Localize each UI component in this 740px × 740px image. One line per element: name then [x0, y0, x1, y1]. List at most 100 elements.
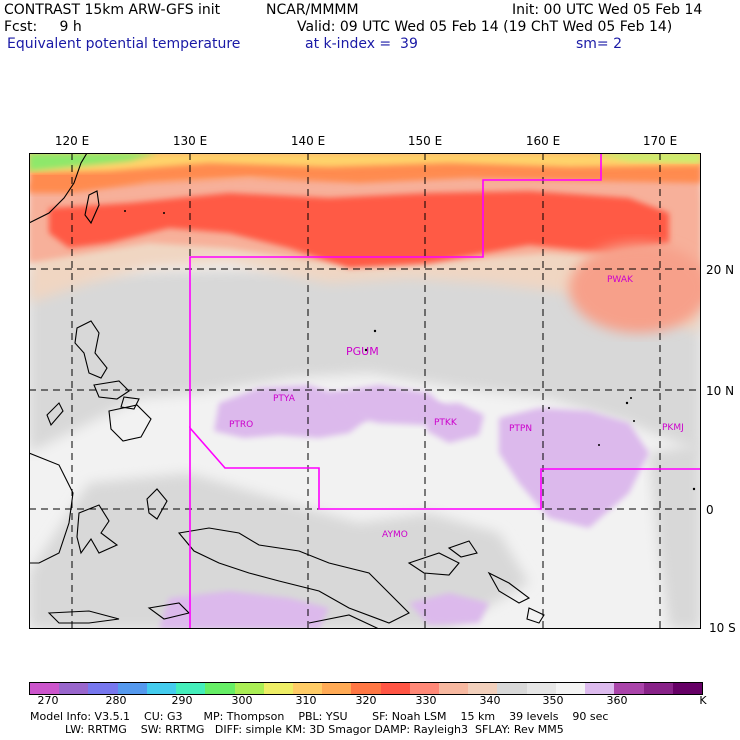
visayas-coast	[93, 380, 140, 410]
valid-time: Valid: 09 UTC Wed 05 Feb 14 (19 ChT Wed …	[297, 19, 673, 35]
red-band	[49, 191, 669, 268]
colorbar-segment	[380, 683, 411, 694]
lavender-blob-south	[159, 591, 329, 629]
mindanao-coast	[108, 404, 152, 442]
china-coast	[29, 153, 88, 224]
coastlines	[29, 153, 545, 629]
station-pkmj: PKMJ	[662, 423, 684, 433]
station-ptya: PTYA	[273, 394, 296, 404]
lavender-blob-ptkk	[424, 403, 484, 443]
colorbar-segment	[555, 683, 586, 694]
solomon-coast	[487, 571, 545, 624]
new-britain-coast	[407, 552, 460, 576]
lat-label-10s: 10 S	[709, 621, 736, 635]
colorbar-tick-270: 270	[37, 694, 59, 707]
colorbar-segment	[497, 683, 528, 694]
colorbar-segment	[30, 683, 60, 694]
smoothing-label: sm= 2	[576, 36, 623, 52]
colorbar-tick-320: 320	[355, 694, 377, 707]
colorbar	[29, 682, 703, 695]
new-ireland-coast	[447, 540, 478, 558]
colorbar-segment	[88, 683, 119, 694]
salmon-patch-east	[569, 243, 701, 333]
lon-label-150e: 150 E	[407, 134, 443, 148]
colorbar-tick-280: 280	[105, 694, 127, 707]
australia-coast	[308, 614, 380, 629]
colorbar-segment	[205, 683, 235, 694]
model-info-line2: LW: RRTMG SW: RRTMG DIFF: simple KM: 3D …	[30, 723, 564, 736]
colorbar-segment	[643, 683, 674, 694]
grey-band	[29, 263, 701, 453]
colorbar-segment	[351, 683, 382, 694]
fir-boundary	[189, 425, 701, 629]
colorbar-segment	[439, 683, 469, 694]
colorbar-segment	[176, 683, 206, 694]
lon-label-140e: 140 E	[290, 134, 326, 148]
colorbar-tick-350: 350	[542, 694, 564, 707]
luzon-coast	[74, 320, 108, 379]
colorbar-segment	[322, 683, 352, 694]
colorbar-segment	[234, 683, 265, 694]
colorbar-segment	[117, 683, 148, 694]
colorbar-segment	[614, 683, 645, 694]
colorbar-segment	[409, 683, 440, 694]
colorbar-segment	[292, 683, 323, 694]
java-coast	[47, 610, 120, 624]
colorbar-tick-360: 360	[606, 694, 628, 707]
colorbar-segment	[468, 683, 498, 694]
colorbar-segment	[526, 683, 557, 694]
new-guinea-coast	[177, 527, 410, 624]
station-pwak: PWAK	[607, 275, 634, 285]
grey-patch-east	[649, 443, 701, 629]
colorbar-segment	[59, 683, 89, 694]
field-name: Equivalent potential temperature	[7, 36, 241, 52]
model-info-line1: Model Info: V3.5.1 CU: G3 MP: Thompson P…	[30, 710, 609, 723]
lavender-blob-west	[214, 385, 369, 438]
small-islands	[124, 210, 696, 491]
theta-e-map: PWAK PGUM PTYA PTRO PTKK PTPN PKMJ AYMO	[29, 153, 701, 629]
colorbar-unit: K	[699, 694, 707, 707]
lavender-blob-ptpn	[499, 408, 649, 528]
halmahera-coast	[146, 488, 168, 520]
colorbar-segment	[672, 683, 703, 694]
station-pgum: PGUM	[346, 345, 379, 358]
forecast-hour: Fcst: 9 h	[4, 19, 82, 35]
green-band	[29, 153, 159, 171]
station-aymo: AYMO	[382, 530, 408, 540]
colorbar-tick-290: 290	[171, 694, 193, 707]
model-title: CONTRAST 15km ARW-GFS init	[4, 2, 221, 18]
fir-boundary-north	[189, 153, 602, 428]
lon-label-120e: 120 E	[54, 134, 90, 148]
station-labels: PWAK PGUM PTYA PTRO PTKK PTPN PKMJ AYMO	[229, 275, 684, 540]
colorbar-tick-330: 330	[415, 694, 437, 707]
palawan-coast	[46, 402, 64, 427]
colorbar-segment	[263, 683, 294, 694]
lat-label-20n: 20 N	[706, 263, 735, 277]
lavender-blob-southeast	[409, 593, 489, 625]
sulawesi-coast	[76, 504, 119, 555]
station-ptkk: PTKK	[434, 418, 458, 428]
lon-label-160e: 160 E	[525, 134, 561, 148]
colorbar-segment	[585, 683, 615, 694]
lon-label-130e: 130 E	[172, 134, 208, 148]
colorbar-segment	[146, 683, 177, 694]
timor-coast	[147, 602, 191, 620]
lat-label-0: 0	[706, 503, 714, 517]
taiwan-coast	[84, 190, 100, 225]
org-label: NCAR/MMMM	[266, 2, 359, 18]
yellow-band	[29, 153, 701, 173]
green-band-east	[589, 153, 701, 163]
map-frame	[29, 153, 701, 629]
lon-label-170e: 170 E	[642, 134, 678, 148]
station-ptro: PTRO	[229, 420, 253, 430]
grey-patch-south	[29, 473, 529, 629]
lat-label-10n: 10 N	[706, 384, 735, 398]
init-time: Init: 00 UTC Wed 05 Feb 14	[512, 2, 703, 18]
borneo-coast	[29, 452, 74, 564]
colorbar-tick-310: 310	[295, 694, 317, 707]
colorbar-tick-340: 340	[479, 694, 501, 707]
lavender-blob-central	[329, 385, 449, 425]
colorbar-tick-300: 300	[231, 694, 253, 707]
station-ptpn: PTPN	[509, 424, 532, 434]
k-index-label: at k-index = 39	[305, 36, 418, 52]
